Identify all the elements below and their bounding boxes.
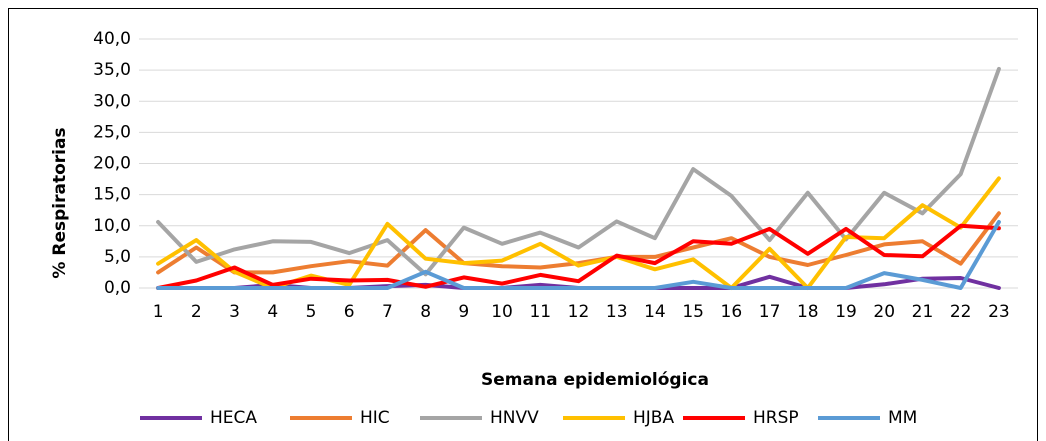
x-tick-label: 9 [458, 302, 469, 322]
x-tick-label: 19 [835, 302, 857, 322]
data-line [156, 66, 1001, 277]
y-tick-label: 30,0 [93, 91, 131, 111]
y-tick-label: 0,0 [104, 278, 131, 298]
x-tick-label: 6 [344, 302, 355, 322]
x-tick-label: 3 [229, 302, 240, 322]
x-tick-label: 13 [606, 302, 628, 322]
x-tick-label: 16 [721, 302, 743, 322]
x-tick-label: 22 [950, 302, 972, 322]
legend-label: HRSP [753, 408, 799, 428]
data-line [156, 223, 1001, 290]
x-tick-label: 1 [153, 302, 164, 322]
x-tick-label: 4 [267, 302, 278, 322]
x-tick-label: 5 [306, 302, 317, 322]
x-tick-label: 15 [682, 302, 704, 322]
x-axis-title: Semana epidemiológica [481, 370, 709, 390]
x-tick-label: 21 [912, 302, 934, 322]
x-tick-label: 10 [491, 302, 513, 322]
legend-label: HJBA [633, 408, 674, 428]
data-line [156, 220, 1001, 290]
x-tick-label: 14 [644, 302, 666, 322]
legend-label: HNVV [490, 408, 539, 428]
x-tick-label: 18 [797, 302, 819, 322]
x-tick-label: 11 [529, 302, 551, 322]
y-tick-label: 10,0 [93, 216, 131, 236]
data-line [156, 211, 1001, 275]
x-tick-label: 20 [873, 302, 895, 322]
legend-label: MM [888, 408, 917, 428]
chart-frame [8, 8, 1038, 441]
legend-label: HIC [360, 408, 390, 428]
y-tick-label: 40,0 [93, 29, 131, 49]
y-axis-title: % Respiratorias [50, 127, 70, 278]
legend-label: HECA [210, 408, 257, 428]
x-tick-label: 23 [988, 302, 1010, 322]
x-tick-label: 8 [420, 302, 431, 322]
y-tick-label: 20,0 [93, 154, 131, 174]
x-tick-label: 17 [759, 302, 781, 322]
y-tick-label: 35,0 [93, 60, 131, 80]
x-tick-label: 12 [568, 302, 590, 322]
y-tick-label: 25,0 [93, 122, 131, 142]
y-tick-label: 15,0 [93, 185, 131, 205]
x-tick-label: 7 [382, 302, 393, 322]
y-tick-label: 5,0 [104, 247, 131, 267]
x-tick-label: 2 [191, 302, 202, 322]
